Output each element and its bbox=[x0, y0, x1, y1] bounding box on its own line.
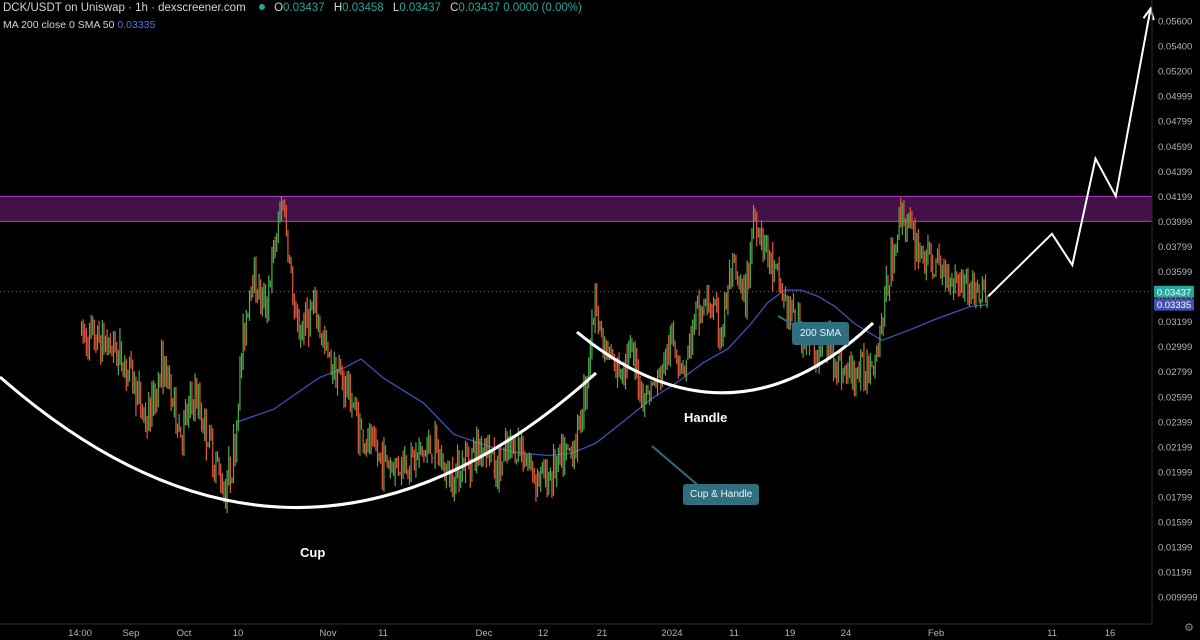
ohlc-change: 0.0000 (0.00%) bbox=[503, 2, 582, 14]
y-tick-label: 0.03799 bbox=[1158, 242, 1192, 253]
x-tick-label: 16 bbox=[1105, 628, 1116, 639]
projection-arrowhead bbox=[1142, 6, 1155, 21]
y-tick-label: 0.009999 bbox=[1158, 593, 1198, 604]
y-tick-label: 0.04799 bbox=[1158, 117, 1192, 128]
y-tick-label: 0.05200 bbox=[1158, 67, 1192, 78]
y-tick-label: 0.02399 bbox=[1158, 417, 1192, 428]
sma-price-badge bbox=[1154, 298, 1194, 311]
ohlc-low: L0.03437 bbox=[392, 2, 441, 14]
y-tick-label: 0.05600 bbox=[1158, 17, 1192, 28]
cup-curve bbox=[0, 371, 598, 509]
x-tick-label: 14:00 bbox=[68, 628, 92, 639]
y-tick-label: 0.02799 bbox=[1158, 367, 1192, 378]
y-tick-label: 0.05400 bbox=[1158, 42, 1192, 53]
indicator-legend[interactable]: MA 200 close 0 SMA 50 0.03335 bbox=[3, 19, 155, 31]
y-tick-label: 0.04599 bbox=[1158, 142, 1192, 153]
cup-handle-pointer bbox=[651, 445, 701, 488]
x-tick-label: 10 bbox=[233, 628, 244, 639]
x-tick-label: Oct bbox=[177, 628, 192, 639]
last-price-badge bbox=[1154, 285, 1194, 298]
ohlc-high: H0.03458 bbox=[333, 2, 384, 14]
y-tick-label: 0.02999 bbox=[1158, 342, 1192, 353]
x-tick-label: Nov bbox=[320, 628, 337, 639]
cup-label: Cup bbox=[300, 545, 326, 560]
handle-curve bbox=[576, 321, 875, 395]
x-tick-label: 21 bbox=[597, 628, 608, 639]
x-tick-label: 11 bbox=[729, 628, 739, 639]
sma-callout: 200 SMA bbox=[792, 322, 850, 345]
y-tick-label: 0.01599 bbox=[1158, 518, 1192, 529]
chart-title: DCK/USDT on Uniswap · 1h · dexscreener.c… bbox=[3, 2, 246, 14]
ohlc-close: C0.03437 bbox=[450, 2, 500, 14]
handle-label: Handle bbox=[684, 410, 728, 425]
x-tick-label: 11 bbox=[1047, 628, 1057, 639]
y-tick-label: 0.02199 bbox=[1158, 442, 1192, 453]
x-tick-label: 12 bbox=[538, 628, 549, 639]
y-tick-label: 0.01999 bbox=[1158, 467, 1192, 478]
x-tick-label: Sep bbox=[123, 628, 140, 639]
cup-handle-callout: Cup & Handle bbox=[683, 484, 760, 505]
y-tick-label: 0.01399 bbox=[1158, 543, 1192, 554]
x-tick-label: 11 bbox=[378, 628, 388, 639]
x-tick-label: Dec bbox=[476, 628, 493, 639]
sma-price-badge-text: 0.03335 bbox=[1157, 300, 1191, 311]
y-tick-label: 0.03999 bbox=[1158, 217, 1192, 228]
y-tick-label: 0.03199 bbox=[1158, 317, 1192, 328]
y-tick-label: 0.03599 bbox=[1158, 267, 1192, 278]
y-tick-label: 0.02599 bbox=[1158, 392, 1192, 403]
resistance-zone bbox=[0, 196, 1152, 222]
indicator-label: MA 200 close 0 SMA 50 bbox=[3, 19, 115, 31]
sma-line bbox=[237, 289, 989, 457]
chart-header: DCK/USDT on Uniswap · 1h · dexscreener.c… bbox=[3, 2, 582, 14]
last-price-badge-text: 0.03437 bbox=[1157, 287, 1191, 298]
x-tick-label: 2024 bbox=[661, 628, 682, 639]
settings-gear-icon[interactable]: ⚙ bbox=[1184, 622, 1194, 634]
status-dot-icon bbox=[258, 4, 265, 10]
y-tick-label: 0.01199 bbox=[1158, 568, 1192, 579]
y-tick-label: 0.04199 bbox=[1158, 192, 1192, 203]
x-tick-label: Feb bbox=[928, 628, 944, 639]
x-tick-label: 19 bbox=[785, 628, 796, 639]
ohlc-open: O0.03437 bbox=[274, 2, 325, 14]
y-tick-label: 0.01799 bbox=[1158, 492, 1192, 503]
projection-path bbox=[987, 8, 1152, 298]
indicator-value: 0.03335 bbox=[117, 19, 156, 31]
y-tick-label: 0.04399 bbox=[1158, 167, 1192, 178]
y-tick-label: 0.04999 bbox=[1158, 92, 1192, 103]
x-tick-label: 24 bbox=[841, 628, 852, 639]
